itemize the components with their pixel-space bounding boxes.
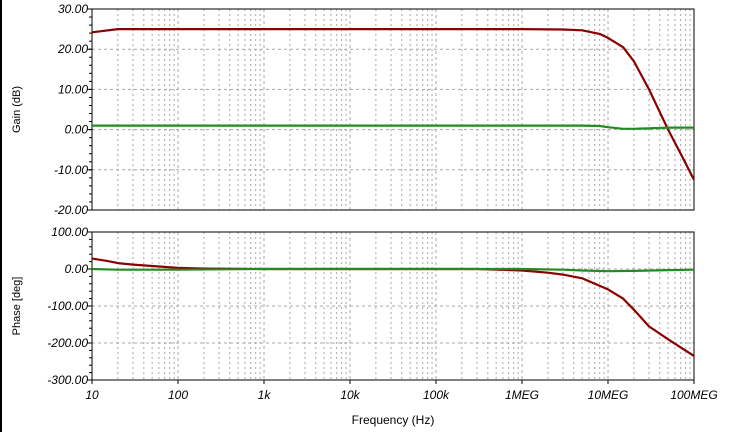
gain-series-line-1 — [91, 28, 695, 181]
x-tick-label: 1MEG — [505, 388, 539, 402]
phase-plot-panel: 100.00 0.00 -100.00 -200.00 -300.00 Phase [de… — [11, 225, 718, 427]
gain-plot-panel: 30.00 20.00 10.00 0.00 -10.00 -20.00 Gain (dB) — [11, 2, 695, 217]
phase-y-tick-label: -100.00 — [47, 299, 88, 313]
phase-y-tick-label: 0.00 — [65, 262, 89, 276]
phase-plot-frame — [91, 231, 695, 381]
phase-y-tick-label: -300.00 — [47, 373, 88, 387]
gain-y-tick-label: 10.00 — [58, 82, 88, 96]
phase-series-line-2 — [91, 267, 695, 273]
x-axis-title: Frequency (Hz) — [352, 413, 435, 427]
gain-y-tick-label: 30.00 — [58, 2, 88, 16]
x-tick-label: 10MEG — [588, 388, 629, 402]
phase-y-axis-title: Phase [deg] — [11, 277, 23, 336]
gain-y-tick-label: 20.00 — [57, 42, 88, 56]
gain-y-axis-title: Gain (dB) — [11, 86, 23, 133]
x-tick-label: 10k — [340, 388, 360, 402]
x-tick-label: 100k — [423, 388, 450, 402]
phase-y-tick-label: 100.00 — [51, 225, 88, 239]
gain-y-tick-label: -20.00 — [54, 203, 88, 217]
x-tick-label: 100MEG — [670, 388, 717, 402]
x-tick-label: 1k — [258, 388, 272, 402]
gain-series-line-2 — [92, 124, 694, 130]
gain-y-tick-label: 0.00 — [65, 123, 89, 137]
x-tick-label: 100 — [168, 388, 188, 402]
window-left-border — [0, 0, 2, 432]
x-tick-label: 10 — [85, 388, 99, 402]
gain-y-tick-label: -10.00 — [54, 163, 88, 177]
gain-plot-frame — [91, 8, 695, 211]
phase-y-tick-label: -200.00 — [47, 336, 88, 350]
